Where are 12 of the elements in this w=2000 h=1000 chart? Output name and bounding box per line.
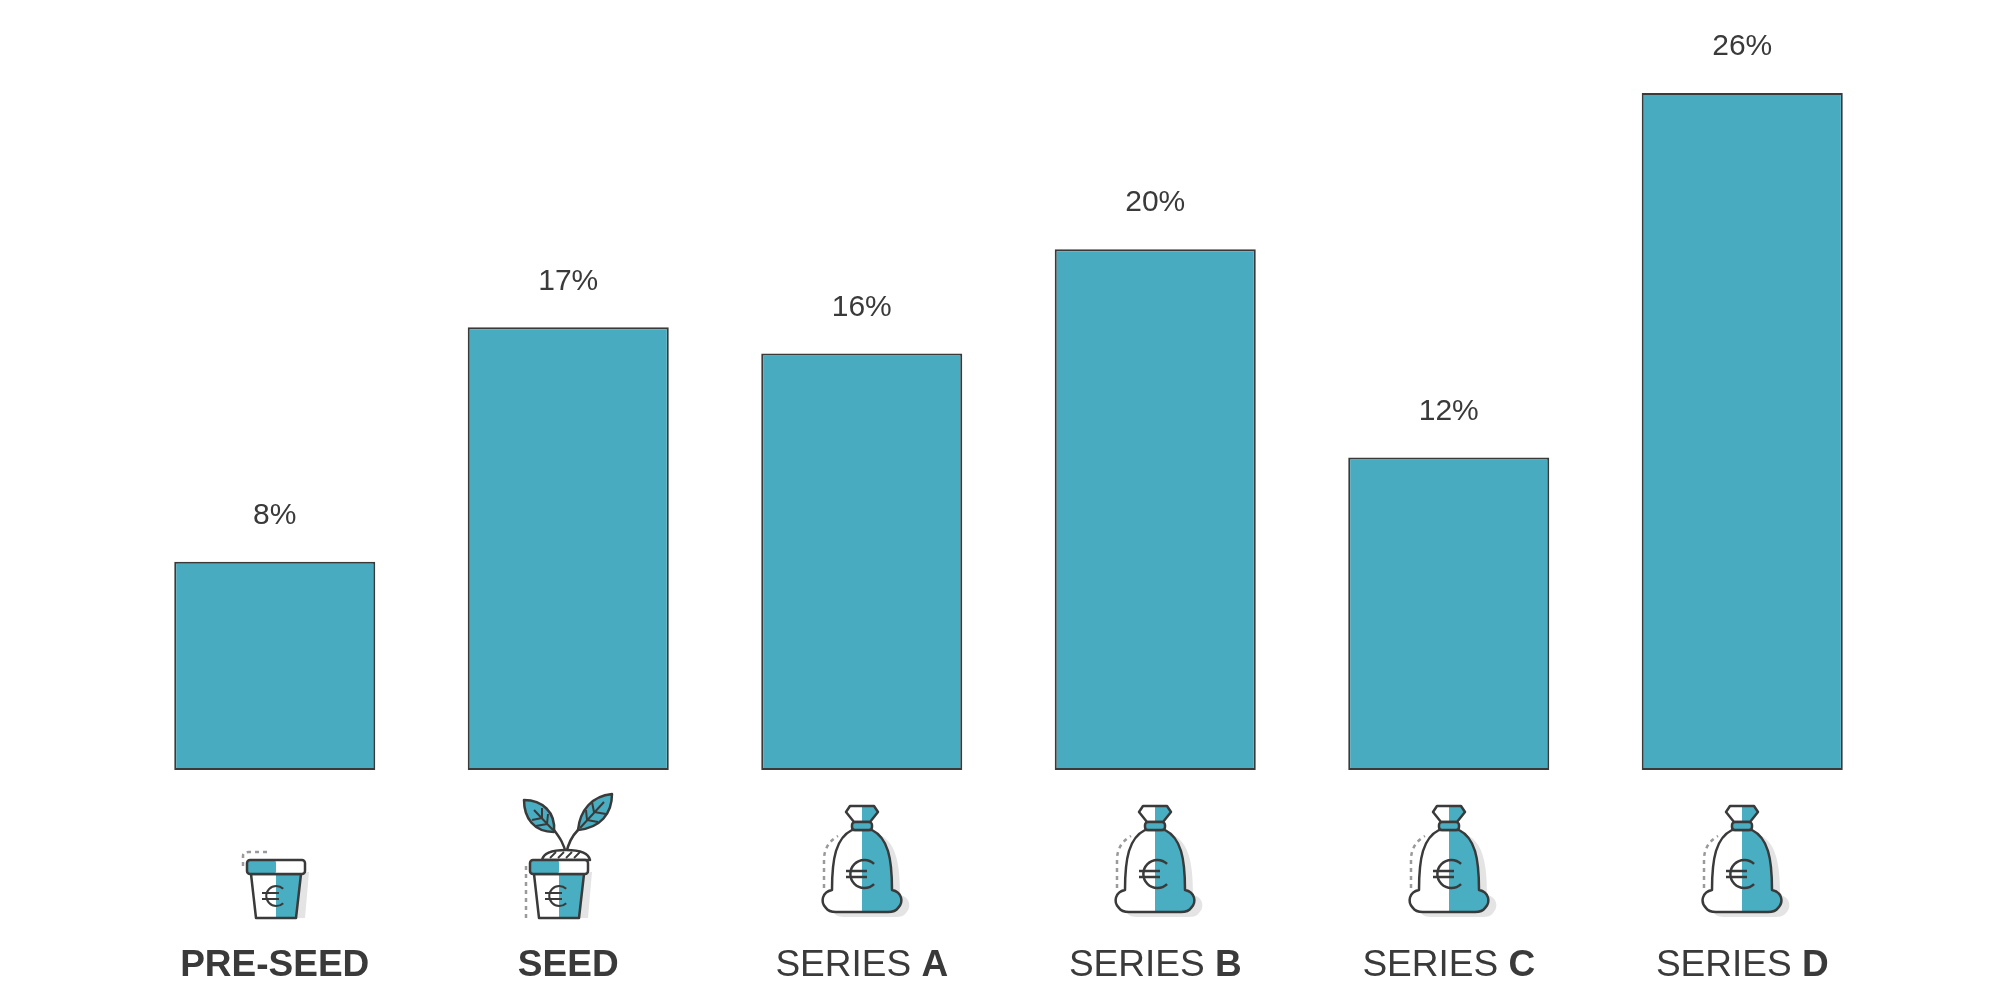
data-label: 26%	[1712, 28, 1773, 62]
x-tick-label: SERIES C	[1362, 943, 1536, 984]
x-tick-label: SERIES D	[1655, 943, 1829, 984]
data-label: 8%	[253, 496, 297, 530]
x-tick-label: SERIES A	[775, 943, 949, 984]
data-label: 16%	[831, 288, 892, 322]
data-label: 20%	[1125, 184, 1186, 218]
x-tick-label: PRE-SEED	[180, 943, 370, 984]
data-label: 17%	[538, 262, 599, 296]
data-label: 12%	[1418, 392, 1479, 426]
x-tick-label: SEED	[517, 943, 619, 984]
x-tick-label: SERIES B	[1068, 943, 1242, 984]
